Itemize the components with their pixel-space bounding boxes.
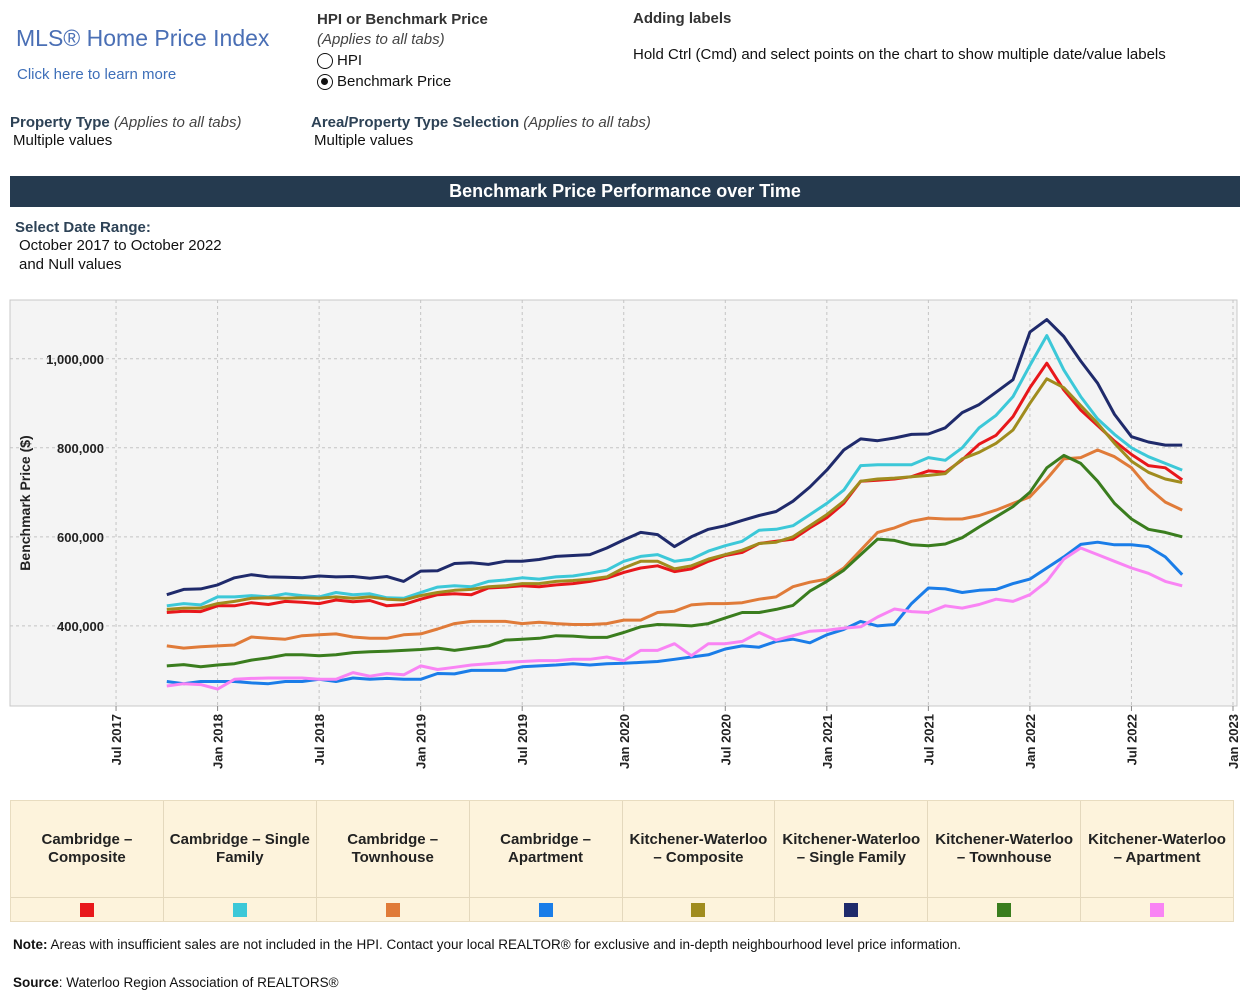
x-tick-label: Jul 2022 (1124, 714, 1139, 765)
legend-label: Cambridge – Apartment (469, 801, 622, 898)
y-tick-label: 600,000 (57, 530, 104, 545)
legend-swatch (1150, 902, 1165, 917)
legend-item[interactable]: Cambridge – Composite (11, 801, 164, 921)
series-line (166, 334, 1183, 608)
legend-swatch-cell (775, 898, 927, 921)
legend-item[interactable]: Kitchener-Waterloo – Composite (622, 801, 776, 921)
y-tick-label: 1,000,000 (46, 352, 104, 367)
filter-note: (Applies to all tabs) (113, 114, 242, 131)
radio-label[interactable]: HPI (337, 52, 363, 69)
date-range-label: Select Date Range: (15, 219, 151, 236)
filter-note: (Applies to all tabs) (523, 114, 651, 131)
y-tick-label: 400,000 (57, 619, 104, 634)
radio-button[interactable] (317, 53, 333, 69)
x-tick-label: Jan 2023 (1226, 714, 1241, 769)
legend-swatch (385, 902, 400, 917)
x-tick-label: Jul 2021 (921, 714, 936, 765)
filter-label: Property Type (10, 114, 110, 131)
filter-label: Area/Property Type Selection (311, 114, 520, 131)
logo[interactable]: MLS® Home Price Index (16, 25, 270, 51)
radio-option[interactable]: HPI (317, 50, 451, 71)
note: Note: Areas with insufficient sales are … (13, 937, 961, 952)
area-filter: Area/Property Type Selection (Applies to… (311, 114, 651, 131)
x-tick-label: Jul 2019 (515, 714, 530, 765)
x-tick-label: Jan 2021 (820, 714, 835, 769)
legend-swatch-cell (928, 898, 1080, 921)
x-tick-label: Jan 2022 (1023, 714, 1038, 769)
series-line (166, 546, 1183, 691)
series-line (166, 453, 1183, 669)
legend-swatch (844, 902, 859, 917)
legend-label: Cambridge – Single Family (163, 801, 316, 898)
legend-swatch (79, 902, 94, 917)
section-title: Benchmark Price Performance over Time (10, 176, 1240, 207)
note-text: Areas with insufficient sales are not in… (50, 937, 961, 952)
legend-swatch-cell (11, 898, 163, 921)
legend-swatch-cell (470, 898, 622, 921)
x-tick-label: Jul 2020 (718, 714, 733, 765)
legend-item[interactable]: Kitchener-Waterloo – Apartment (1081, 801, 1233, 921)
legend-label: Kitchener-Waterloo – Single Family (775, 801, 928, 898)
note-label: Note: (13, 937, 48, 952)
series-line (166, 448, 1183, 650)
legend-swatch (538, 902, 553, 917)
x-tick-label: Jul 2017 (109, 714, 124, 765)
legend-item[interactable]: Cambridge – Apartment (469, 801, 623, 921)
chart: 400,000 600,000 800,000 1,000,000 Jul 2017 Ja… (9, 299, 1241, 769)
source-text: : Waterloo Region Association of REALTOR… (58, 975, 339, 990)
y-tick-label: 800,000 (57, 441, 104, 456)
x-tick-label: Jan 2019 (414, 714, 429, 769)
legend-swatch-cell (164, 898, 316, 921)
legend-swatch-cell (317, 898, 469, 921)
legend: Cambridge – Composite Cambridge – Single … (10, 800, 1234, 922)
series-line (166, 540, 1184, 686)
legend-swatch (232, 902, 247, 917)
x-tick-label: Jan 2020 (617, 714, 632, 769)
x-tick-label: Jul 2018 (312, 714, 327, 765)
legend-swatch (997, 902, 1012, 917)
source-label: Source (13, 975, 59, 990)
x-tick-label: Jan 2018 (211, 714, 226, 769)
measure-title: HPI or Benchmark Price (317, 11, 488, 28)
property-type-filter: Property Type (Applies to all tabs) (10, 114, 241, 131)
source: Source: Waterloo Region Association of R… (13, 975, 339, 990)
measure-options: HPI Benchmark Price (317, 50, 451, 92)
legend-label: Kitchener-Waterloo – Composite (622, 801, 775, 898)
legend-item[interactable]: Cambridge – Townhouse (316, 801, 470, 921)
legend-label: Kitchener-Waterloo – Townhouse (928, 801, 1081, 898)
filter-value[interactable]: Multiple values (314, 132, 414, 149)
legend-swatch-cell (623, 898, 775, 921)
labels-text: Hold Ctrl (Cmd) and select points on the… (633, 46, 1166, 63)
date-range-value[interactable]: October 2017 to October 2022 (19, 237, 222, 254)
series-line (166, 318, 1183, 597)
radio-option[interactable]: Benchmark Price (317, 71, 451, 92)
legend-item[interactable]: Cambridge – Single Family (163, 801, 317, 921)
series-line (166, 377, 1183, 611)
learn-more-link[interactable]: Click here to learn more (17, 66, 177, 83)
labels-title: Adding labels (633, 10, 732, 27)
date-range-value[interactable]: and Null values (19, 256, 122, 273)
radio-button[interactable] (317, 74, 333, 90)
legend-swatch (691, 902, 706, 917)
legend-item[interactable]: Kitchener-Waterloo – Townhouse (928, 801, 1082, 921)
legend-label: Cambridge – Townhouse (316, 801, 469, 898)
series-line (166, 361, 1184, 614)
legend-label: Cambridge – Composite (11, 801, 163, 898)
legend-item[interactable]: Kitchener-Waterloo – Single Family (775, 801, 929, 921)
filter-value[interactable]: Multiple values (13, 132, 113, 149)
radio-label[interactable]: Benchmark Price (337, 73, 452, 90)
measure-subtitle: (Applies to all tabs) (317, 31, 445, 48)
legend-swatch-cell (1081, 898, 1233, 921)
y-axis-label: Benchmark Price ($) (17, 435, 33, 570)
legend-label: Kitchener-Waterloo – Apartment (1081, 801, 1233, 898)
